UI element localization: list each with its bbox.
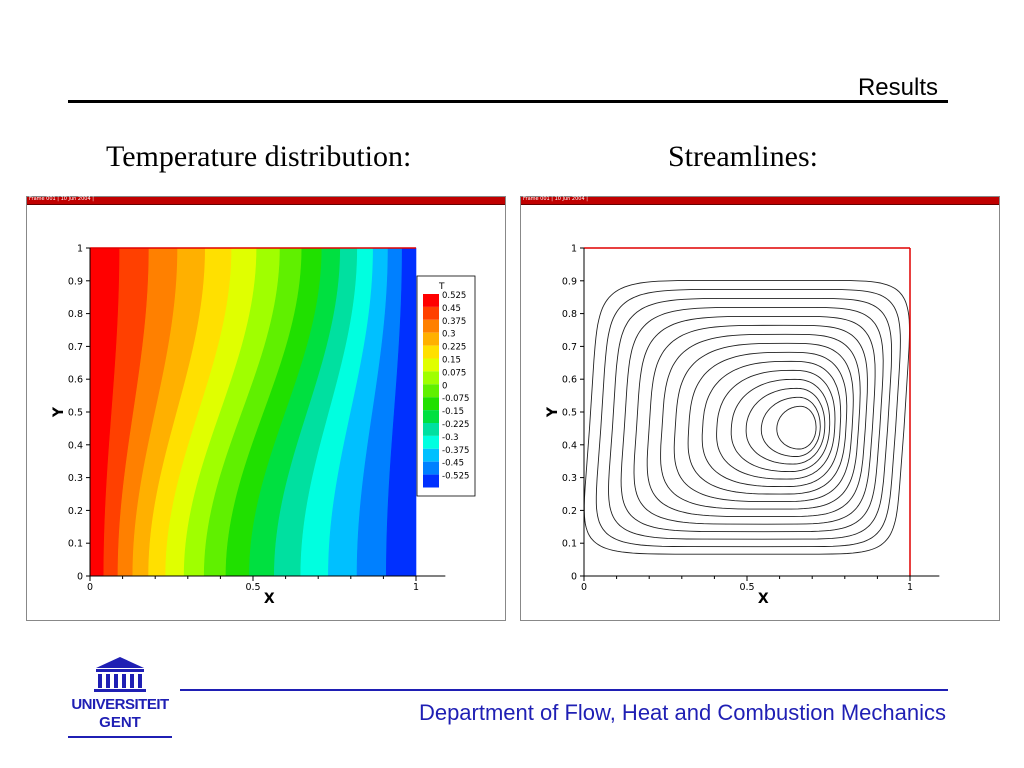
university-logo: UNIVERSITEIT GENT [66, 654, 174, 742]
legend-level-label: 0.15 [442, 356, 461, 366]
section-title: Results [857, 74, 938, 101]
x-axis-label: X [264, 591, 275, 607]
frame-bar-text: Frame 001 | 10 Jun 2004 | [523, 196, 588, 202]
streamline [776, 405, 817, 450]
legend-swatch [423, 423, 439, 436]
y-tick-label: 0.5 [562, 408, 577, 419]
legend-level-label: 0.075 [442, 368, 466, 378]
legend-level-label: -0.375 [442, 446, 469, 456]
legend-swatch [423, 371, 439, 385]
y-tick-label: 0.2 [562, 506, 577, 517]
legend-level-label: -0.225 [442, 420, 469, 430]
y-tick-label: 0.7 [562, 342, 577, 353]
temperature-contour-plot: 0 0.1 0.2 0.3 0.4 0.5 0.6 0.7 0.8 0.9 1 0 0.5 1 X Y T0.5… [51, 244, 476, 607]
temperature-plot-frame: Frame 001 | 10 Jun 2004 | 0 0.1 0.2 0.3 0.4 0… [26, 196, 506, 621]
department-name: Department of Flow, Heat and Combustion … [418, 700, 946, 725]
legend-level-label: 0.45 [442, 304, 461, 314]
y-tick-label: 0 [77, 572, 83, 583]
streamline [583, 279, 910, 555]
frame-title-bar: Frame 001 | 10 Jun 2004 | [521, 196, 999, 205]
legend-swatch [423, 435, 439, 449]
y-tick-label: 0.3 [562, 473, 577, 484]
legend-swatch [423, 397, 439, 411]
streamline [673, 342, 854, 503]
y-tick-label: 0.5 [68, 408, 83, 419]
streamline [660, 333, 861, 510]
y-tick-label: 0.7 [68, 342, 83, 353]
legend-level-label: 0.225 [442, 343, 466, 353]
streamline [730, 378, 831, 473]
logo-underline [68, 736, 172, 738]
streamline [633, 315, 876, 525]
streamline [620, 306, 884, 533]
legend-swatch [423, 332, 439, 346]
streamline [646, 324, 868, 518]
x-tick-label: 0 [581, 582, 587, 593]
y-tick-label: 0.1 [68, 539, 83, 550]
streamline-plot: 0 0.1 0.2 0.3 0.4 0.5 0.6 0.7 0.8 0.9 1 0 0.5 1 X Y [545, 244, 940, 607]
legend-swatch [423, 345, 439, 359]
y-tick-label: 0.8 [68, 309, 83, 320]
frame-bar-text: Frame 001 | 10 Jun 2004 | [29, 196, 94, 202]
streamline-plot-frame: Frame 001 | 10 Jun 2004 | 0 0.1 0.2 0.3 0.4 0… [520, 196, 1000, 621]
legend-level-label: 0.375 [442, 317, 466, 327]
legend-title: T [438, 282, 445, 292]
streamline [701, 360, 842, 488]
legend-level-label: 0.525 [442, 291, 466, 301]
footer-rule [180, 689, 948, 691]
y-tick-label: 0 [571, 572, 577, 583]
y-axis-label: Y [51, 406, 67, 418]
y-tick-label: 0.9 [68, 276, 83, 287]
y-tick-label: 1 [77, 244, 83, 255]
building-icon [94, 657, 146, 692]
streamline [595, 288, 901, 548]
legend-swatch [423, 461, 439, 475]
legend-swatch [423, 410, 439, 423]
x-tick-label: 0.5 [245, 582, 260, 593]
streamline [745, 387, 826, 465]
y-tick-label: 0.8 [562, 309, 577, 320]
caption-streamlines: Streamlines: [668, 140, 818, 173]
caption-temperature: Temperature distribution: [106, 140, 412, 173]
logo-text-line2: GENT [99, 714, 141, 731]
legend-level-label: -0.3 [442, 433, 459, 443]
x-axis-label: X [758, 591, 769, 607]
legend-swatch [423, 384, 439, 398]
legend-swatch [423, 319, 439, 333]
logo-text-line1: UNIVERSITEIT [71, 696, 169, 713]
x-tick-label: 1 [907, 582, 913, 593]
x-tick-label: 0.5 [739, 582, 754, 593]
y-tick-label: 0.4 [562, 440, 577, 451]
streamline [760, 396, 821, 457]
y-tick-label: 0.3 [68, 473, 83, 484]
legend-swatch [423, 474, 439, 488]
top-rule [68, 100, 948, 103]
legend-swatch [423, 448, 439, 462]
y-tick-label: 0.4 [68, 440, 83, 451]
legend-level-label: 0 [442, 381, 447, 391]
streamline [687, 351, 848, 495]
y-tick-label: 0.9 [562, 276, 577, 287]
streamline [608, 297, 893, 540]
legend-swatch [423, 306, 439, 320]
legend-level-label: 0.3 [442, 330, 456, 340]
streamline [716, 369, 836, 480]
y-tick-label: 0.6 [562, 375, 577, 386]
legend-swatch [423, 294, 439, 307]
legend-level-label: -0.15 [442, 407, 464, 417]
frame-title-bar: Frame 001 | 10 Jun 2004 | [27, 196, 505, 205]
legend-swatch [423, 358, 439, 372]
legend-level-label: -0.525 [442, 472, 469, 482]
y-axis-label: Y [545, 406, 561, 418]
y-tick-label: 0.2 [68, 506, 83, 517]
y-tick-label: 0.1 [562, 539, 577, 550]
x-tick-label: 0 [87, 582, 93, 593]
legend-level-label: -0.075 [442, 394, 469, 404]
y-tick-label: 1 [571, 244, 577, 255]
legend-level-label: -0.45 [442, 459, 464, 469]
x-tick-label: 1 [413, 582, 419, 593]
y-tick-label: 0.6 [68, 375, 83, 386]
